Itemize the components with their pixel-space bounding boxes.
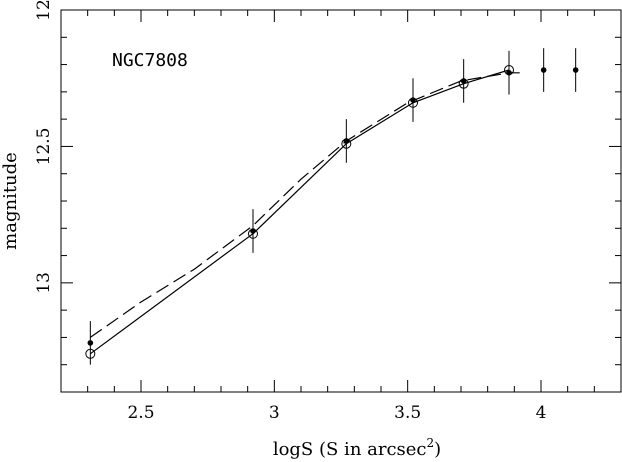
chart-annotation: NGC7808 (112, 50, 188, 71)
solid-fit-line (89, 69, 510, 355)
open-data-point (458, 78, 469, 89)
filled-data-point (87, 340, 94, 346)
x-axis-title: logS (S in arcsec2) (273, 436, 441, 460)
y-tick-label: 12.5 (34, 127, 54, 165)
x-tick-label: 4 (536, 403, 547, 423)
filled-data-point (540, 67, 547, 73)
open-data-point (85, 348, 96, 359)
open-data-point (248, 228, 258, 239)
x-axis-title-main: logS (S in arcsec (273, 439, 427, 460)
open-data-point (504, 65, 514, 76)
x-tick-label: 2.5 (127, 403, 154, 423)
y-tick-label: 13 (34, 272, 54, 294)
open-data-point (341, 138, 352, 149)
x-axis-title-close: ) (434, 439, 441, 460)
data-markers (85, 65, 579, 359)
y-tick-label: 12 (34, 0, 54, 21)
tick-labels: 2.5 3 3.5 4 12 12.5 13 (34, 0, 546, 423)
x-axis-title-sup: 2 (427, 436, 435, 450)
filled-data-point (572, 67, 579, 73)
y-axis-title: magnitude (0, 152, 21, 250)
x-tick-label: 3.5 (394, 403, 421, 423)
open-data-point (408, 97, 418, 108)
dashed-fit-line (89, 72, 520, 338)
series-lines (89, 69, 520, 355)
x-tick-label: 3 (269, 403, 280, 423)
error-bars (89, 48, 577, 365)
axis-ticks (60, 9, 622, 393)
